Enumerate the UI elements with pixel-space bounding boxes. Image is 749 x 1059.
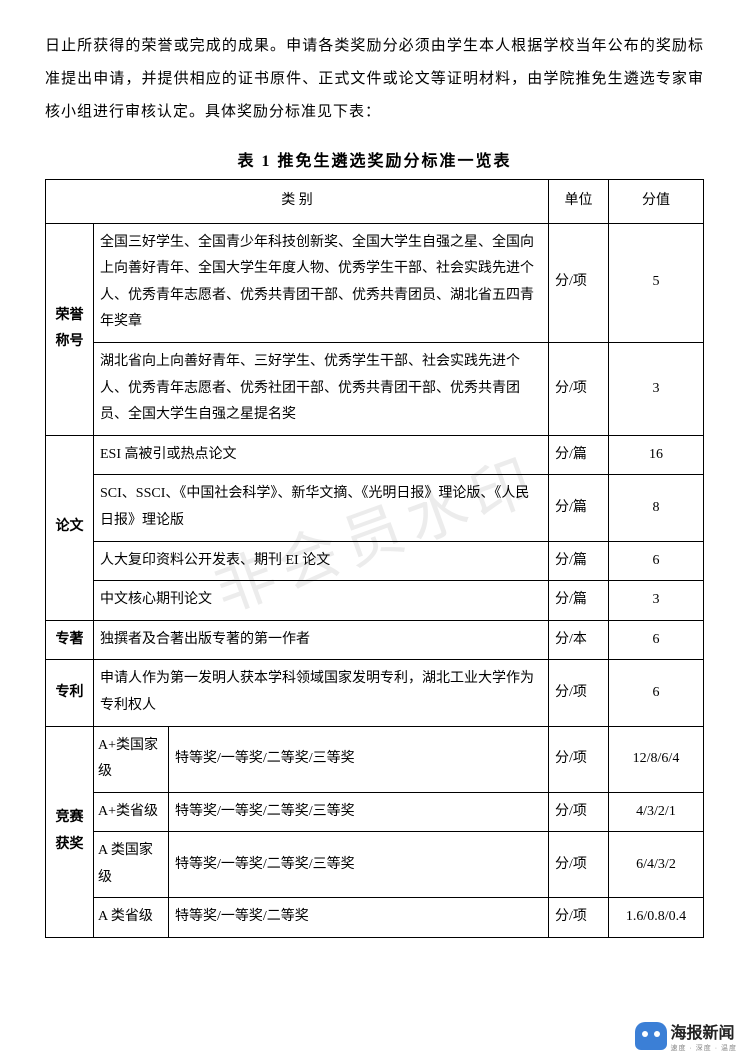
contest-desc-1: 特等奖/一等奖/二等奖/三等奖 — [169, 726, 549, 792]
table-row: 专著 独撰者及合著出版专著的第一作者 分/本 6 — [46, 620, 704, 660]
table-row: 湖北省向上向善好青年、三好学生、优秀学生干部、社会实践先进个人、优秀青年志愿者、… — [46, 342, 704, 435]
table-row: A 类国家级 特等奖/一等奖/二等奖/三等奖 分/项 6/4/3/2 — [46, 832, 704, 898]
category-honor: 荣誉 称号 — [46, 223, 94, 435]
contest-score-1: 12/8/6/4 — [609, 726, 704, 792]
paper-unit-3: 分/篇 — [549, 541, 609, 581]
paper-desc-4: 中文核心期刊论文 — [94, 581, 549, 621]
paper-unit-4: 分/篇 — [549, 581, 609, 621]
contest-desc-2: 特等奖/一等奖/二等奖/三等奖 — [169, 792, 549, 832]
contest-score-3: 6/4/3/2 — [609, 832, 704, 898]
footer-brand: 海报新闻 速度 · 深度 · 温度 — [635, 1019, 737, 1053]
honor-desc-1: 全国三好学生、全国青少年科技创新奖、全国大学生自强之星、全国向上向善好青年、全国… — [94, 223, 549, 342]
patent-desc: 申请人作为第一发明人获本学科领域国家发明专利，湖北工业大学作为专利权人 — [94, 660, 549, 726]
contest-unit-3: 分/项 — [549, 832, 609, 898]
header-category: 类 别 — [46, 180, 549, 224]
paper-desc-2: SCI、SSCI、《中国社会科学》、新华文摘、《光明日报》理论版、《人民日报》理… — [94, 475, 549, 541]
category-patent: 专利 — [46, 660, 94, 726]
contest-desc-3: 特等奖/一等奖/二等奖/三等奖 — [169, 832, 549, 898]
category-book: 专著 — [46, 620, 94, 660]
paper-desc-3: 人大复印资料公开发表、期刊 EI 论文 — [94, 541, 549, 581]
brand-name: 海报新闻 — [671, 1019, 737, 1043]
table-row: A 类省级 特等奖/一等奖/二等奖 分/项 1.6/0.8/0.4 — [46, 898, 704, 938]
intro-paragraph: 日止所获得的荣誉或完成的成果。申请各类奖励分必须由学生本人根据学校当年公布的奖励… — [45, 30, 704, 129]
patent-score: 6 — [609, 660, 704, 726]
table-title: 表 1 推免生遴选奖励分标准一览表 — [45, 147, 704, 171]
contest-score-4: 1.6/0.8/0.4 — [609, 898, 704, 938]
contest-unit-2: 分/项 — [549, 792, 609, 832]
header-unit: 单位 — [549, 180, 609, 224]
category-contest: 竞赛 获奖 — [46, 726, 94, 938]
header-score: 分值 — [609, 180, 704, 224]
table-row: 竞赛 获奖 A+类国家级 特等奖/一等奖/二等奖/三等奖 分/项 12/8/6/… — [46, 726, 704, 792]
paper-desc-1: ESI 高被引或热点论文 — [94, 435, 549, 475]
book-desc: 独撰者及合著出版专著的第一作者 — [94, 620, 549, 660]
honor-desc-2: 湖北省向上向善好青年、三好学生、优秀学生干部、社会实践先进个人、优秀青年志愿者、… — [94, 342, 549, 435]
book-score: 6 — [609, 620, 704, 660]
contest-sub-1: A+类国家级 — [94, 726, 169, 792]
brand-tagline: 速度 · 深度 · 温度 — [671, 1043, 737, 1053]
table-row: 专利 申请人作为第一发明人获本学科领域国家发明专利，湖北工业大学作为专利权人 分… — [46, 660, 704, 726]
paper-score-3: 6 — [609, 541, 704, 581]
contest-unit-4: 分/项 — [549, 898, 609, 938]
contest-sub-4: A 类省级 — [94, 898, 169, 938]
paper-unit-2: 分/篇 — [549, 475, 609, 541]
book-unit: 分/本 — [549, 620, 609, 660]
contest-unit-1: 分/项 — [549, 726, 609, 792]
award-standards-table: 类 别 单位 分值 荣誉 称号 全国三好学生、全国青少年科技创新奖、全国大学生自… — [45, 179, 704, 938]
paper-score-4: 3 — [609, 581, 704, 621]
honor-score-2: 3 — [609, 342, 704, 435]
paper-unit-1: 分/篇 — [549, 435, 609, 475]
contest-score-2: 4/3/2/1 — [609, 792, 704, 832]
paper-score-2: 8 — [609, 475, 704, 541]
table-row: 人大复印资料公开发表、期刊 EI 论文 分/篇 6 — [46, 541, 704, 581]
table-row: 论文 ESI 高被引或热点论文 分/篇 16 — [46, 435, 704, 475]
table-row: 中文核心期刊论文 分/篇 3 — [46, 581, 704, 621]
honor-score-1: 5 — [609, 223, 704, 342]
contest-sub-2: A+类省级 — [94, 792, 169, 832]
document-content: 日止所获得的荣誉或完成的成果。申请各类奖励分必须由学生本人根据学校当年公布的奖励… — [45, 30, 704, 938]
honor-unit-2: 分/项 — [549, 342, 609, 435]
honor-unit-1: 分/项 — [549, 223, 609, 342]
category-paper: 论文 — [46, 435, 94, 620]
table-row: 荣誉 称号 全国三好学生、全国青少年科技创新奖、全国大学生自强之星、全国向上向善… — [46, 223, 704, 342]
brand-logo-icon — [635, 1022, 667, 1050]
paper-score-1: 16 — [609, 435, 704, 475]
table-header-row: 类 别 单位 分值 — [46, 180, 704, 224]
table-row: SCI、SSCI、《中国社会科学》、新华文摘、《光明日报》理论版、《人民日报》理… — [46, 475, 704, 541]
table-row: A+类省级 特等奖/一等奖/二等奖/三等奖 分/项 4/3/2/1 — [46, 792, 704, 832]
contest-sub-3: A 类国家级 — [94, 832, 169, 898]
contest-desc-4: 特等奖/一等奖/二等奖 — [169, 898, 549, 938]
patent-unit: 分/项 — [549, 660, 609, 726]
